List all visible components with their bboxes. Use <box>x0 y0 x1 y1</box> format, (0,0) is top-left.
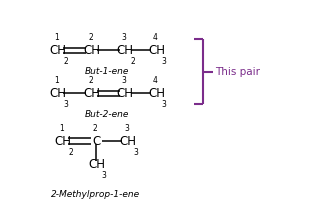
Text: 3: 3 <box>122 76 126 85</box>
Text: 1: 1 <box>54 33 59 42</box>
Text: CH: CH <box>83 44 100 57</box>
Text: 3: 3 <box>162 57 167 66</box>
Text: CH: CH <box>117 44 134 57</box>
Text: 2-Methylprop-1-ene: 2-Methylprop-1-ene <box>51 190 140 199</box>
Text: CH: CH <box>50 44 66 57</box>
Text: CH: CH <box>117 87 134 100</box>
Text: 3: 3 <box>124 124 129 133</box>
Text: But-1-ene: But-1-ene <box>85 67 129 76</box>
Text: 3: 3 <box>162 100 167 109</box>
Text: 2: 2 <box>93 124 98 133</box>
Text: CH: CH <box>119 135 136 148</box>
Text: 2: 2 <box>88 33 93 42</box>
Text: 1: 1 <box>54 76 59 85</box>
Text: 4: 4 <box>153 76 158 85</box>
Text: 2: 2 <box>88 76 93 85</box>
Text: 2: 2 <box>63 57 68 66</box>
Text: 3: 3 <box>102 171 107 180</box>
Text: 1: 1 <box>59 124 64 133</box>
Text: 3: 3 <box>122 33 126 42</box>
Text: 2: 2 <box>131 57 135 66</box>
Text: This pair: This pair <box>215 67 260 77</box>
Text: CH: CH <box>83 87 100 100</box>
Text: 4: 4 <box>153 33 158 42</box>
Text: CH: CH <box>148 87 165 100</box>
Text: 3: 3 <box>63 100 68 109</box>
Text: CH: CH <box>88 158 105 171</box>
Text: 2: 2 <box>68 148 73 157</box>
Text: CH: CH <box>148 44 165 57</box>
Text: CH: CH <box>50 87 66 100</box>
Text: CH: CH <box>54 135 71 148</box>
Text: C: C <box>92 135 100 148</box>
Text: But-2-ene: But-2-ene <box>85 110 129 119</box>
Text: 3: 3 <box>133 148 138 157</box>
